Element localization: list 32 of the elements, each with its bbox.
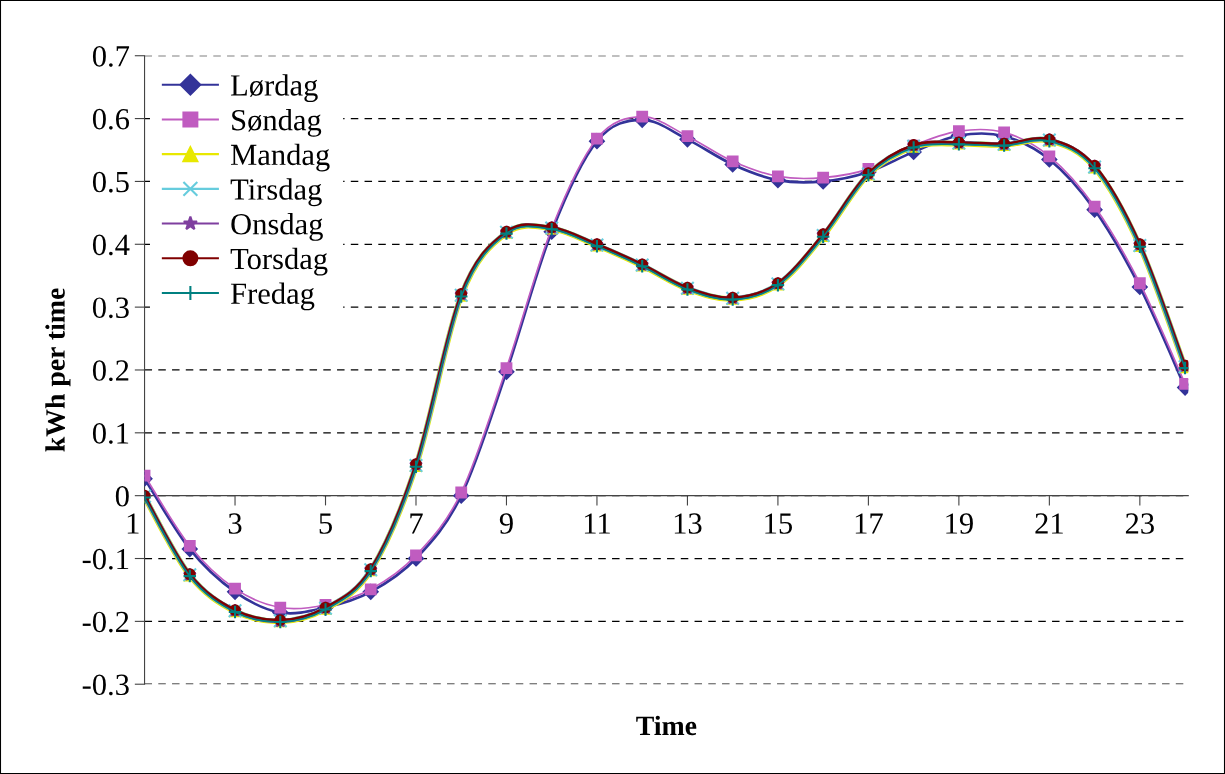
- x-tick-label: 9: [499, 513, 513, 534]
- x-tick-label: 17: [855, 513, 883, 534]
- y-tick-label: 0.6: [92, 108, 130, 130]
- x-tick-label: 5: [319, 513, 332, 534]
- x-tick-label: 21: [1035, 513, 1063, 534]
- x-tick-label: 19: [946, 513, 973, 534]
- legend-label: Lørdag: [230, 74, 318, 103]
- x-tick-label: 13: [674, 513, 702, 534]
- legend-label: Søndag: [232, 108, 322, 137]
- y-tick-label: 0.4: [92, 234, 130, 256]
- y-tick-label: 0: [115, 485, 129, 507]
- legend-label: Mandag: [230, 143, 330, 172]
- y-tick-label: 0.3: [92, 297, 129, 319]
- x-tick-label: 1: [127, 513, 139, 534]
- x-tick-label: 15: [765, 513, 792, 534]
- x-tick-label: 7: [410, 513, 423, 534]
- legend-label: Onsdag: [231, 213, 323, 241]
- y-tick-label: 0.1: [92, 423, 129, 444]
- y-tick-label: 0.5: [92, 171, 129, 193]
- x-axis-title: Time: [636, 715, 697, 736]
- legend-label: Fredag: [230, 282, 315, 311]
- y-tick-label: -0.2: [82, 611, 129, 633]
- x-tick-label: 23: [1125, 513, 1154, 534]
- y-tick-label: -0.3: [82, 674, 129, 696]
- x-tick-label: 11: [584, 513, 610, 534]
- legend-label: Torsdag: [230, 247, 328, 276]
- y-tick-label: 0.2: [92, 360, 129, 382]
- y-tick-label: -0.1: [82, 548, 129, 570]
- y-tick-label: 0.7: [92, 46, 130, 67]
- legend-label: Tirsdag: [230, 178, 322, 207]
- y-axis-title: kWh per time: [45, 288, 71, 452]
- x-tick-label: 3: [228, 513, 242, 534]
